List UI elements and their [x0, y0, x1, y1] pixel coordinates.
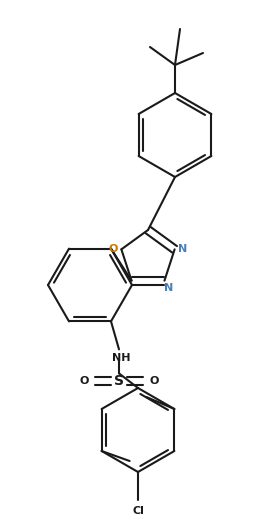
Text: Cl: Cl: [132, 506, 143, 516]
Text: O: O: [149, 376, 158, 386]
Text: N: N: [177, 244, 186, 254]
Text: S: S: [114, 374, 123, 388]
Text: NH: NH: [111, 353, 130, 363]
Text: O: O: [79, 376, 88, 386]
Text: O: O: [108, 244, 118, 254]
Text: N: N: [163, 282, 172, 293]
